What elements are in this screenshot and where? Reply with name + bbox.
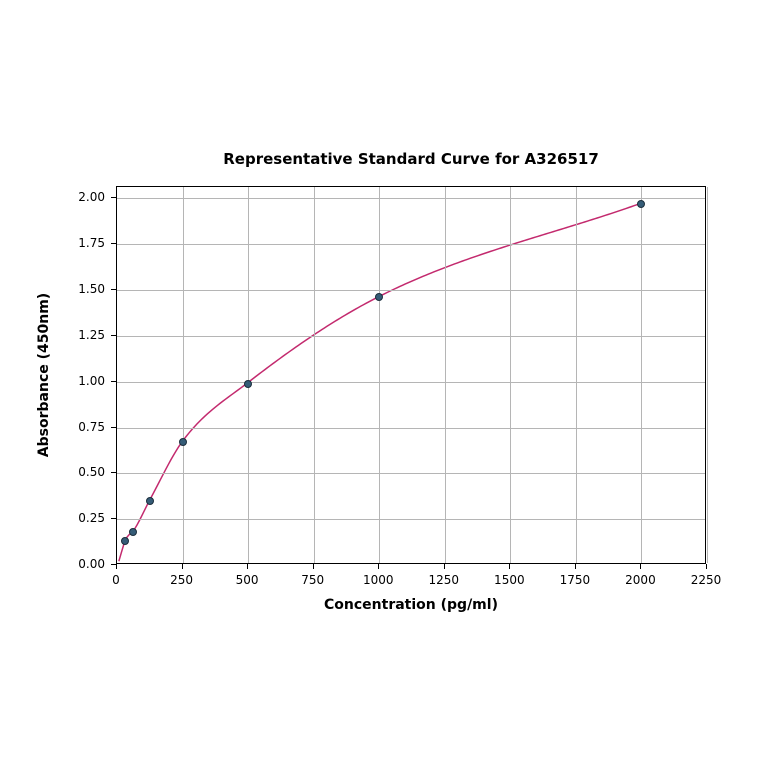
gridline-horizontal [117,382,705,383]
x-tick-mark [444,564,445,569]
y-tick-mark [111,243,116,244]
y-tick-mark [111,381,116,382]
y-tick-label: 1.50 [71,282,105,296]
data-point [179,438,187,446]
x-tick-label: 750 [301,573,324,587]
x-tick-mark [116,564,117,569]
chart-canvas: Representative Standard Curve for A32651… [0,0,764,764]
plot-area [116,186,706,564]
x-tick-label: 1000 [363,573,394,587]
data-point [146,497,154,505]
data-point [637,200,645,208]
x-tick-mark [313,564,314,569]
x-axis-label: Concentration (pg/ml) [116,597,706,613]
gridline-horizontal [117,336,705,337]
x-tick-label: 2000 [625,573,656,587]
gridline-horizontal [117,473,705,474]
x-tick-label: 1500 [494,573,525,587]
data-point [129,528,137,536]
x-tick-mark [247,564,248,569]
y-tick-label: 1.75 [71,236,105,250]
y-tick-label: 1.25 [71,328,105,342]
gridline-horizontal [117,244,705,245]
gridline-horizontal [117,290,705,291]
x-tick-label: 2250 [691,573,722,587]
y-tick-label: 2.00 [71,190,105,204]
chart-title: Representative Standard Curve for A32651… [116,150,706,168]
y-tick-mark [111,472,116,473]
y-tick-label: 0.00 [71,557,105,571]
y-tick-mark [111,518,116,519]
x-tick-mark [182,564,183,569]
gridline-horizontal [117,198,705,199]
x-tick-label: 500 [236,573,259,587]
x-tick-label: 1750 [560,573,591,587]
y-tick-mark [111,289,116,290]
y-tick-label: 0.75 [71,420,105,434]
x-tick-label: 1250 [428,573,459,587]
x-tick-label: 250 [170,573,193,587]
data-point [121,537,129,545]
y-tick-label: 0.50 [71,465,105,479]
y-axis-label: Absorbance (450nm) [36,186,52,564]
gridline-horizontal [117,519,705,520]
x-tick-mark [706,564,707,569]
x-tick-mark [575,564,576,569]
data-point [244,380,252,388]
y-tick-mark [111,335,116,336]
x-tick-mark [509,564,510,569]
y-tick-mark [111,564,116,565]
x-tick-mark [640,564,641,569]
x-tick-label: 0 [112,573,120,587]
gridline-vertical [707,187,708,563]
x-tick-mark [378,564,379,569]
data-point [375,293,383,301]
y-tick-mark [111,427,116,428]
gridline-horizontal [117,428,705,429]
y-tick-label: 1.00 [71,374,105,388]
y-tick-label: 0.25 [71,511,105,525]
y-tick-mark [111,197,116,198]
